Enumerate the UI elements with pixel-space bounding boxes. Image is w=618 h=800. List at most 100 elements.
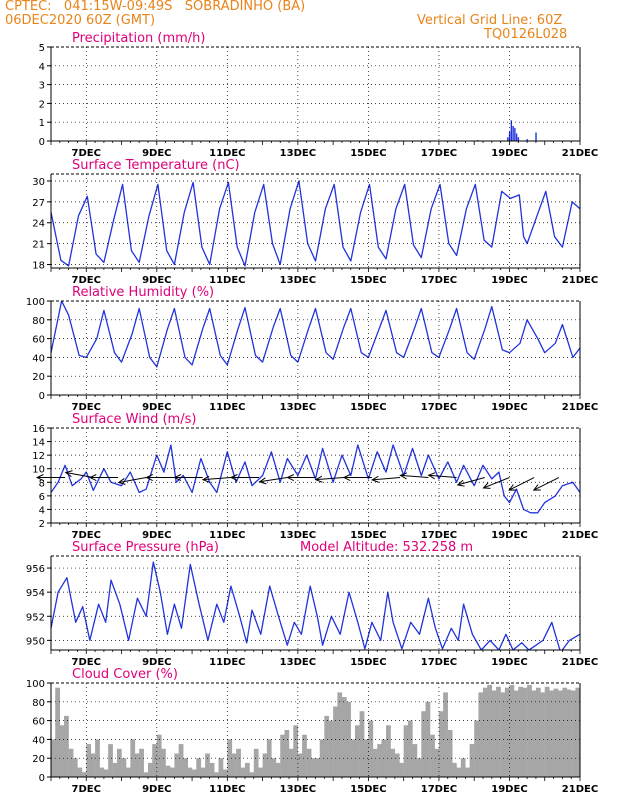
cloud-cover-bar [509, 684, 515, 777]
data-layer [51, 684, 580, 777]
y-tick-label: 40 [32, 353, 45, 364]
y-tick-label: 20 [32, 372, 45, 383]
cloud-cover-bar [571, 690, 576, 777]
x-tick-label: 15DEC [350, 402, 386, 413]
cloud-cover-bar [116, 748, 122, 777]
cloud-cover-bar [108, 744, 113, 777]
wind-arrow [400, 474, 429, 479]
y-tick-label: 80 [32, 698, 45, 709]
cloud-cover-bar [51, 739, 56, 777]
x-tick-label: 15DEC [350, 275, 386, 286]
panel-1: Surface Temperature (nC) 18 21 24 27 30 7DEC 9D… [32, 158, 598, 286]
cloud-cover-bar [469, 744, 475, 777]
x-tick-label: 7DEC [72, 148, 101, 159]
x-tick-label: 13DEC [280, 402, 316, 413]
x-tick-label: 11DEC [209, 148, 245, 159]
cloud-cover-bar [341, 697, 347, 777]
cloud-cover-bar [55, 687, 61, 777]
cloud-cover-bar [187, 767, 193, 777]
cloud-cover-bar [513, 690, 519, 777]
wind-arrow-head [258, 477, 267, 485]
wind-arrow-head [64, 470, 73, 478]
cloud-cover-bar [231, 753, 237, 777]
x-tick-label: 17DEC [421, 657, 457, 668]
y-tick-label: 952 [26, 612, 45, 623]
x-tick-label: 19DEC [491, 148, 527, 159]
x-tick-label: 17DEC [421, 784, 457, 795]
y-tick-label: 40 [32, 735, 45, 746]
cloud-cover-bar [403, 725, 409, 777]
wind-arrow-head [532, 484, 541, 491]
cloud-cover-bar [412, 744, 418, 777]
cloud-cover-bar [328, 720, 334, 777]
cloud-cover-bar [262, 753, 268, 777]
x-tick-label: 21DEC [562, 275, 598, 286]
cloud-cover-bar [200, 767, 206, 777]
cloud-cover-bar [240, 767, 246, 777]
x-tick-label: 17DEC [421, 148, 457, 159]
y-tick-label: 24 [32, 219, 45, 230]
x-tick-label: 7DEC [72, 402, 101, 413]
x-tick-label: 7DEC [72, 530, 101, 541]
cloud-cover-bar [86, 744, 92, 777]
x-tick-label: 15DEC [350, 784, 386, 795]
y-tick-label: 16 [32, 424, 45, 435]
y-tick-label: 5 [39, 43, 45, 54]
wind-arrow-head [427, 472, 436, 480]
y-tick-label: 30 [32, 177, 45, 188]
cloud-cover-bar [244, 762, 250, 777]
panel-2: Relative Humidity (%) 0 20 40 60 80 100 7DEC 9DE… [26, 285, 598, 413]
x-tick-label: 17DEC [421, 402, 457, 413]
precip-bar [517, 137, 520, 141]
wind-arrow-head [173, 474, 182, 482]
x-tick-label: 11DEC [209, 402, 245, 413]
wind-arrow-head [342, 474, 351, 482]
wind-arrow-head [145, 474, 153, 482]
x-tick-label: 9DEC [142, 530, 171, 541]
cloud-cover-bar [236, 748, 241, 777]
y-tick-label: 100 [26, 297, 45, 308]
cloud-cover-bar [280, 734, 286, 777]
x-tick-label: 21DEC [562, 402, 598, 413]
x-tick-label: 11DEC [209, 275, 245, 286]
y-tick-label: 956 [26, 564, 45, 575]
x-tick-label: 11DEC [209, 784, 245, 795]
cloud-cover-bar [544, 686, 550, 777]
cloud-cover-bar [460, 758, 466, 777]
x-tick-label: 19DEC [491, 402, 527, 413]
panel-title: Surface Pressure (hPa) [72, 540, 219, 555]
panel-3: Surface Wind (m/s) 2 4 6 8 10 12 14 16 7DEC 9DEC 11… [32, 412, 598, 541]
wind-arrow [428, 474, 457, 479]
cloud-cover-bar [474, 720, 479, 777]
cloud-cover-bar [368, 720, 374, 777]
x-tick-label: 13DEC [280, 530, 316, 541]
cloud-cover-bar [430, 734, 435, 777]
cloud-cover-bar [161, 748, 166, 777]
y-tick-label: 2 [39, 519, 45, 530]
grid-line-info: Vertical Grid Line: 60Z [417, 13, 563, 28]
y-tick-label: 60 [32, 335, 45, 346]
cloud-cover-bar [125, 767, 131, 777]
precip-bar [514, 127, 516, 141]
cloud-cover-bar [540, 692, 545, 777]
x-tick-label: 15DEC [350, 530, 386, 541]
cloud-cover-bar [284, 730, 290, 777]
wind-arrow-head [88, 474, 97, 482]
cloud-cover-bar [421, 711, 427, 777]
cloud-cover-bar [557, 690, 563, 777]
cloud-cover-bar [253, 748, 259, 777]
x-tick-label: 7DEC [72, 657, 101, 668]
cloud-cover-bar [447, 730, 453, 777]
cloud-cover-bar [147, 762, 153, 777]
cloud-cover-bar [289, 748, 294, 777]
cloud-cover-bar [443, 692, 448, 777]
wind-arrow-head [229, 474, 238, 482]
x-tick-label: 13DEC [280, 275, 316, 286]
cloud-cover-bar [377, 744, 382, 777]
cloud-cover-bar [399, 762, 404, 777]
cloud-cover-bar [416, 758, 422, 777]
x-tick-label: 21DEC [562, 784, 598, 795]
cloud-cover-bar [350, 739, 356, 777]
cloud-cover-bar [174, 753, 180, 777]
